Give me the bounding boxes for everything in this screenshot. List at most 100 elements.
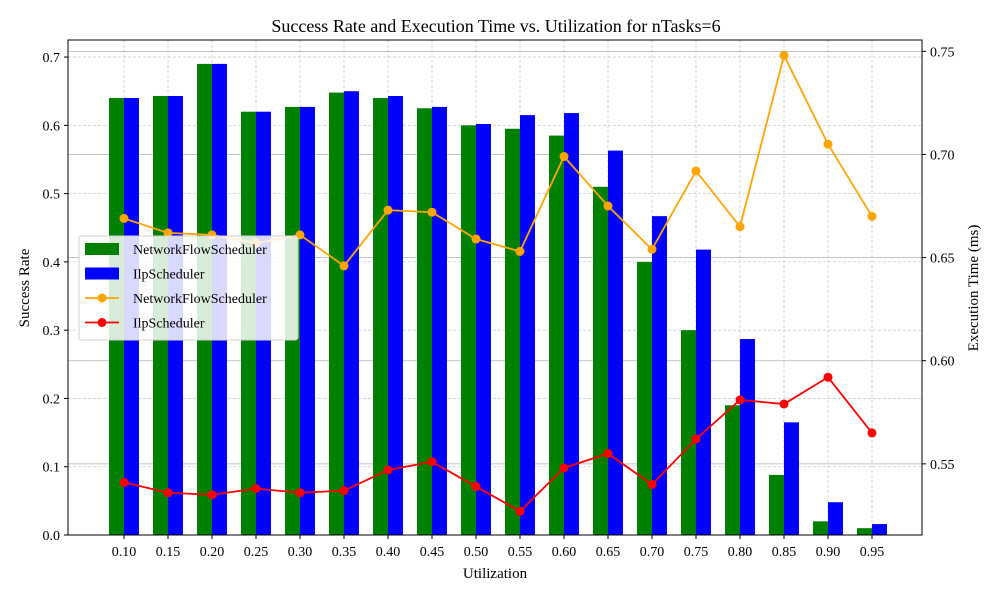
- legend-label: NetworkFlowScheduler: [133, 243, 267, 258]
- y-tick-label: 0.2: [43, 392, 61, 407]
- chart-title: Success Rate and Execution Time vs. Util…: [271, 16, 720, 36]
- ilp-time-line: [123, 376, 873, 513]
- x-tick-label: 0.65: [596, 545, 621, 560]
- legend-label: NetworkFlowScheduler: [133, 292, 267, 307]
- networkflow-bar: [681, 330, 696, 535]
- ilp-time-point: [823, 372, 833, 382]
- y-tick-label: 0.0: [43, 529, 61, 544]
- x-tick-label: 0.20: [200, 545, 225, 560]
- networkflow-bar: [549, 135, 564, 535]
- x-tick-label: 0.55: [508, 545, 533, 560]
- legend-swatch-marker: [97, 318, 107, 327]
- networkflow-bar: [505, 128, 520, 536]
- networkflow-bar: [637, 261, 652, 535]
- networkflow-bar: [725, 405, 740, 535]
- ilp-time-point: [427, 457, 437, 467]
- networkflow-bar: [373, 98, 388, 535]
- y-tick-label: 0.4: [43, 256, 61, 271]
- ilp-time-point: [339, 486, 349, 496]
- networkflow-time-point: [867, 211, 877, 221]
- ilp-time-point: [119, 477, 129, 487]
- x-tick-label: 0.40: [376, 545, 401, 560]
- ilp-bar: [872, 524, 887, 535]
- networkflow-bar: [857, 528, 872, 535]
- x-tick-label: 0.50: [464, 545, 489, 560]
- y2-tick-label: 0.65: [930, 252, 955, 267]
- plot-frame: [67, 39, 923, 536]
- networkflow-bar: [813, 521, 828, 535]
- networkflow-bar: [417, 108, 432, 535]
- y2-tick-label: 0.55: [930, 458, 955, 473]
- ilp-time-point: [867, 428, 877, 438]
- networkflow-time-point: [427, 207, 437, 217]
- x-tick-label: 0.15: [156, 545, 181, 560]
- x-tick-label: 0.45: [420, 545, 445, 560]
- ilp-bar: [784, 422, 799, 535]
- legend: NetworkFlowScheduler IlpScheduler NetworkF…: [78, 235, 299, 341]
- ilp-time-point: [779, 399, 789, 409]
- x-tick-label: 0.70: [640, 545, 665, 560]
- ilp-bar: [740, 339, 755, 535]
- x-tick-label: 0.35: [332, 545, 357, 560]
- legend-swatch-marker: [97, 293, 107, 303]
- networkflow-time-point: [735, 222, 745, 232]
- x-tick-label: 0.60: [552, 545, 577, 560]
- networkflow-time-point: [823, 139, 833, 149]
- legend-label: IlpScheduler: [133, 268, 205, 283]
- y-tick-label: 0.1: [43, 461, 61, 476]
- ilp-bar: [652, 216, 667, 535]
- ilp-bar: [432, 106, 447, 536]
- y2-tick-label: 0.70: [930, 148, 955, 163]
- networkflow-time-point: [647, 244, 657, 254]
- networkflow-bar: [769, 474, 784, 535]
- networkflow-bar: [329, 92, 344, 535]
- ilp-bar: [388, 95, 403, 535]
- ilp-time-point: [603, 449, 613, 459]
- y-tick-label: 0.3: [43, 324, 61, 339]
- legend-label: IlpScheduler: [133, 317, 205, 332]
- ilp-time-point: [647, 479, 657, 489]
- legend-swatch-bar: [85, 267, 119, 280]
- ilp-time-point: [207, 490, 217, 500]
- ilp-bar: [564, 113, 579, 535]
- ilp-bar: [344, 91, 359, 535]
- networkflow-bar: [461, 125, 476, 536]
- networkflow-time-point: [471, 234, 481, 244]
- networkflow-time-point: [691, 166, 701, 176]
- x-tick-label: 0.25: [244, 545, 269, 560]
- x-tick-label: 0.85: [772, 545, 797, 560]
- ilp-bar: [696, 249, 711, 535]
- x-axis-title: Utilization: [463, 566, 528, 582]
- ilp-time-point: [559, 463, 569, 473]
- y2-axis-title: Execution Time (ms): [966, 225, 982, 352]
- ilp-time-point: [515, 506, 525, 516]
- x-tick-label: 0.10: [112, 545, 137, 560]
- ilp-time-point: [471, 482, 481, 492]
- networkflow-time-point: [779, 50, 789, 60]
- ilp-bar: [608, 150, 623, 535]
- ilp-time-point: [251, 484, 261, 494]
- networkflow-time-point: [339, 261, 349, 271]
- x-tick-label: 0.75: [684, 545, 709, 560]
- legend-box: [78, 235, 299, 341]
- ilp-bar: [476, 123, 491, 535]
- y2-tick-label: 0.60: [930, 355, 955, 370]
- lines-layer: [119, 50, 877, 516]
- networkflow-time-point: [119, 213, 129, 223]
- x-tick-label: 0.95: [860, 545, 885, 560]
- x-tick-label: 0.30: [288, 545, 313, 560]
- legend-swatch-bar: [85, 243, 119, 255]
- networkflow-time-point: [383, 205, 393, 215]
- ilp-time-point: [163, 488, 173, 498]
- networkflow-time-point: [559, 152, 569, 162]
- ilp-time-point: [383, 465, 393, 475]
- x-tick-label: 0.80: [728, 545, 753, 560]
- x-tick-label: 0.90: [816, 545, 841, 560]
- ilp-time-point: [691, 434, 701, 444]
- ilp-bar: [300, 106, 315, 536]
- ilp-time-point: [735, 395, 745, 405]
- ilp-bar: [520, 115, 535, 535]
- axes-layer: [67, 39, 923, 536]
- y-tick-label: 0.5: [43, 188, 61, 203]
